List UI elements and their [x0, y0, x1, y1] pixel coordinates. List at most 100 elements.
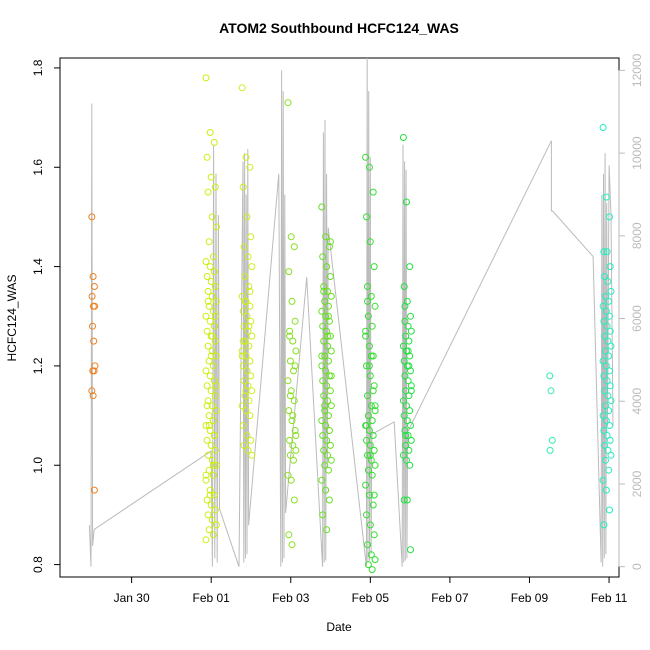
data-point	[211, 337, 219, 345]
data-point	[322, 486, 330, 494]
data-point	[206, 427, 214, 434]
y-tick-label: 0.8	[31, 556, 45, 573]
data-point	[319, 432, 327, 439]
y2-tick-label: 0	[630, 563, 644, 570]
data-point	[241, 337, 249, 345]
data-point	[326, 332, 334, 340]
data-point	[246, 412, 254, 420]
data-point	[365, 163, 373, 171]
data-point	[290, 496, 298, 504]
data-point	[602, 347, 609, 355]
data-point	[203, 382, 211, 390]
data-point	[205, 466, 213, 474]
data-point	[369, 188, 377, 196]
data-point	[240, 377, 248, 385]
data-point	[286, 451, 294, 459]
data-point	[208, 347, 216, 355]
data-point	[407, 422, 414, 429]
data-point	[243, 432, 251, 439]
data-point	[204, 451, 212, 459]
data-point	[287, 233, 295, 241]
x-axis: Jan 30 Feb 01 Feb 03 Feb 05 Feb 07 Feb 09 Feb …	[114, 576, 628, 605]
data-point	[406, 407, 414, 415]
data-point	[362, 481, 370, 489]
data-point	[248, 387, 256, 395]
data-point	[402, 441, 410, 449]
data-point	[362, 153, 370, 161]
series-flight-8	[546, 372, 556, 454]
data-point	[602, 307, 610, 315]
data-point	[320, 446, 328, 454]
data-point	[606, 506, 613, 514]
data-point	[245, 283, 253, 290]
data-point	[407, 387, 415, 395]
y-tick-label: 1.2	[31, 357, 45, 374]
data-point	[407, 382, 415, 390]
data-point	[603, 432, 611, 439]
data-point	[89, 392, 97, 400]
data-point	[607, 451, 615, 459]
y2-tick-label: 8000	[630, 222, 644, 249]
data-point	[599, 476, 607, 484]
data-point	[286, 332, 294, 340]
data-point	[212, 382, 220, 390]
data-point	[370, 491, 378, 499]
data-point	[363, 511, 370, 519]
data-point	[326, 238, 334, 246]
data-point	[210, 322, 218, 330]
data-point	[319, 377, 327, 385]
data-point	[321, 461, 329, 469]
data-point	[290, 397, 298, 405]
data-point	[321, 352, 329, 360]
data-point	[601, 441, 609, 449]
y-tick-label: 1.8	[31, 59, 45, 76]
data-point	[325, 357, 332, 365]
data-point	[327, 372, 335, 380]
data-point	[239, 422, 247, 429]
data-point	[202, 476, 210, 484]
data-point	[202, 312, 210, 320]
data-point	[605, 407, 613, 415]
x-tick-label: Feb 11	[591, 591, 628, 605]
data-point	[604, 392, 612, 400]
data-point	[606, 436, 614, 444]
data-point	[88, 213, 96, 221]
data-point	[407, 327, 415, 335]
data-point	[287, 387, 295, 395]
data-point	[600, 372, 608, 380]
data-point	[399, 451, 407, 459]
data-point	[363, 362, 370, 370]
data-point	[202, 258, 210, 266]
data-point	[210, 432, 218, 439]
data-point	[402, 432, 410, 439]
data-point	[322, 233, 330, 241]
data-point	[245, 342, 253, 350]
data-point	[371, 407, 379, 415]
data-point	[407, 436, 415, 444]
data-point	[320, 337, 328, 345]
data-point	[606, 367, 613, 375]
data-point	[89, 322, 96, 330]
data-point	[546, 372, 554, 380]
data-point	[207, 173, 215, 181]
data-point	[241, 392, 249, 400]
data-point	[366, 372, 374, 380]
data-point	[204, 511, 212, 519]
data-point	[212, 297, 220, 305]
data-point	[239, 183, 247, 191]
data-point	[206, 372, 214, 380]
data-point	[606, 422, 613, 429]
series-flight-9	[599, 124, 615, 529]
data-point	[91, 302, 99, 310]
data-point	[246, 163, 254, 171]
data-point	[207, 501, 215, 509]
data-point	[90, 486, 98, 494]
data-point	[211, 183, 219, 191]
data-point	[605, 297, 613, 305]
series-flight-3	[238, 84, 256, 459]
data-point	[602, 362, 610, 370]
data-point	[289, 412, 297, 420]
data-point	[599, 412, 607, 420]
data-point	[90, 283, 98, 290]
data-point	[404, 347, 412, 355]
